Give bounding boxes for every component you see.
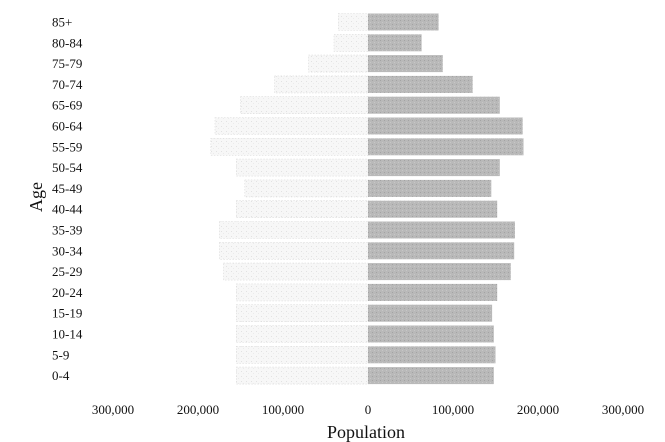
x-tick-label: 300,000 bbox=[602, 402, 644, 417]
y-tick-label: 55-59 bbox=[52, 139, 82, 154]
x-tick-label: 200,000 bbox=[177, 402, 219, 417]
bar-left bbox=[236, 366, 369, 385]
bar-right bbox=[368, 159, 500, 177]
y-tick-labels: 85+ 80-84 75-79 70-74 65-69 60-64 55-59 50-54 45… bbox=[52, 15, 83, 384]
bar-right bbox=[368, 221, 515, 239]
bar-left bbox=[223, 262, 369, 281]
bar-left bbox=[333, 33, 369, 52]
bar-left bbox=[274, 75, 369, 94]
bar-right bbox=[368, 367, 494, 385]
x-tick-label: 300,000 bbox=[92, 402, 134, 417]
bar-left bbox=[210, 138, 369, 156]
y-tick-label: 30-34 bbox=[52, 243, 83, 258]
bar-right bbox=[368, 179, 492, 197]
y-tick-label: 85+ bbox=[52, 15, 72, 30]
bar-right bbox=[368, 325, 494, 343]
bar-left bbox=[244, 179, 369, 198]
bar-right bbox=[368, 200, 498, 218]
y-tick-label: 75-79 bbox=[52, 56, 82, 71]
bar-right bbox=[368, 96, 500, 114]
y-tick-label: 35-39 bbox=[52, 223, 82, 238]
x-tick-label: 100,000 bbox=[432, 402, 474, 417]
bar-left bbox=[236, 345, 369, 364]
bar-left bbox=[236, 283, 369, 302]
x-tick-label: 200,000 bbox=[517, 402, 559, 417]
bar-left bbox=[337, 13, 369, 31]
y-tick-label: 45-49 bbox=[52, 181, 82, 196]
y-axis-title: Age bbox=[26, 182, 46, 212]
x-tick-label: 100,000 bbox=[262, 402, 304, 417]
bar-right bbox=[368, 117, 523, 135]
bar-right bbox=[368, 263, 511, 281]
y-tick-label: 10-14 bbox=[52, 327, 83, 342]
bar-right bbox=[368, 283, 498, 301]
bar-right bbox=[368, 34, 422, 52]
y-tick-label: 25-29 bbox=[52, 264, 82, 279]
bar-left bbox=[236, 200, 369, 218]
bar-left bbox=[308, 54, 369, 73]
bar-right bbox=[368, 346, 496, 364]
y-tick-label: 20-24 bbox=[52, 285, 83, 300]
y-tick-label: 15-19 bbox=[52, 306, 82, 321]
y-tick-label: 65-69 bbox=[52, 98, 82, 113]
y-tick-label: 40-44 bbox=[52, 202, 83, 217]
y-tick-label: 0-4 bbox=[52, 368, 70, 383]
bar-left bbox=[236, 304, 369, 323]
bar-left bbox=[240, 96, 369, 114]
y-tick-label: 50-54 bbox=[52, 160, 83, 175]
x-tick-labels: 300,000 200,000 100,000 0 100,000 200,000 300,… bbox=[92, 402, 644, 417]
bar-left bbox=[219, 242, 369, 260]
bar-left bbox=[219, 221, 369, 239]
bar-right bbox=[368, 13, 439, 31]
bar-right bbox=[368, 75, 473, 93]
y-tick-label: 80-84 bbox=[52, 35, 83, 50]
y-tick-label: 70-74 bbox=[52, 77, 83, 92]
bar-right bbox=[368, 304, 493, 322]
bar-left bbox=[236, 158, 369, 177]
x-axis-title: Population bbox=[327, 422, 405, 442]
bars-layer bbox=[210, 13, 524, 385]
y-tick-label: 5-9 bbox=[52, 347, 69, 362]
x-tick-label: 0 bbox=[365, 402, 372, 417]
bar-right bbox=[368, 242, 515, 260]
bar-left bbox=[214, 117, 369, 135]
bar-right bbox=[368, 55, 443, 73]
bar-right bbox=[368, 138, 524, 156]
y-tick-label: 60-64 bbox=[52, 119, 83, 134]
bar-left bbox=[236, 325, 369, 343]
